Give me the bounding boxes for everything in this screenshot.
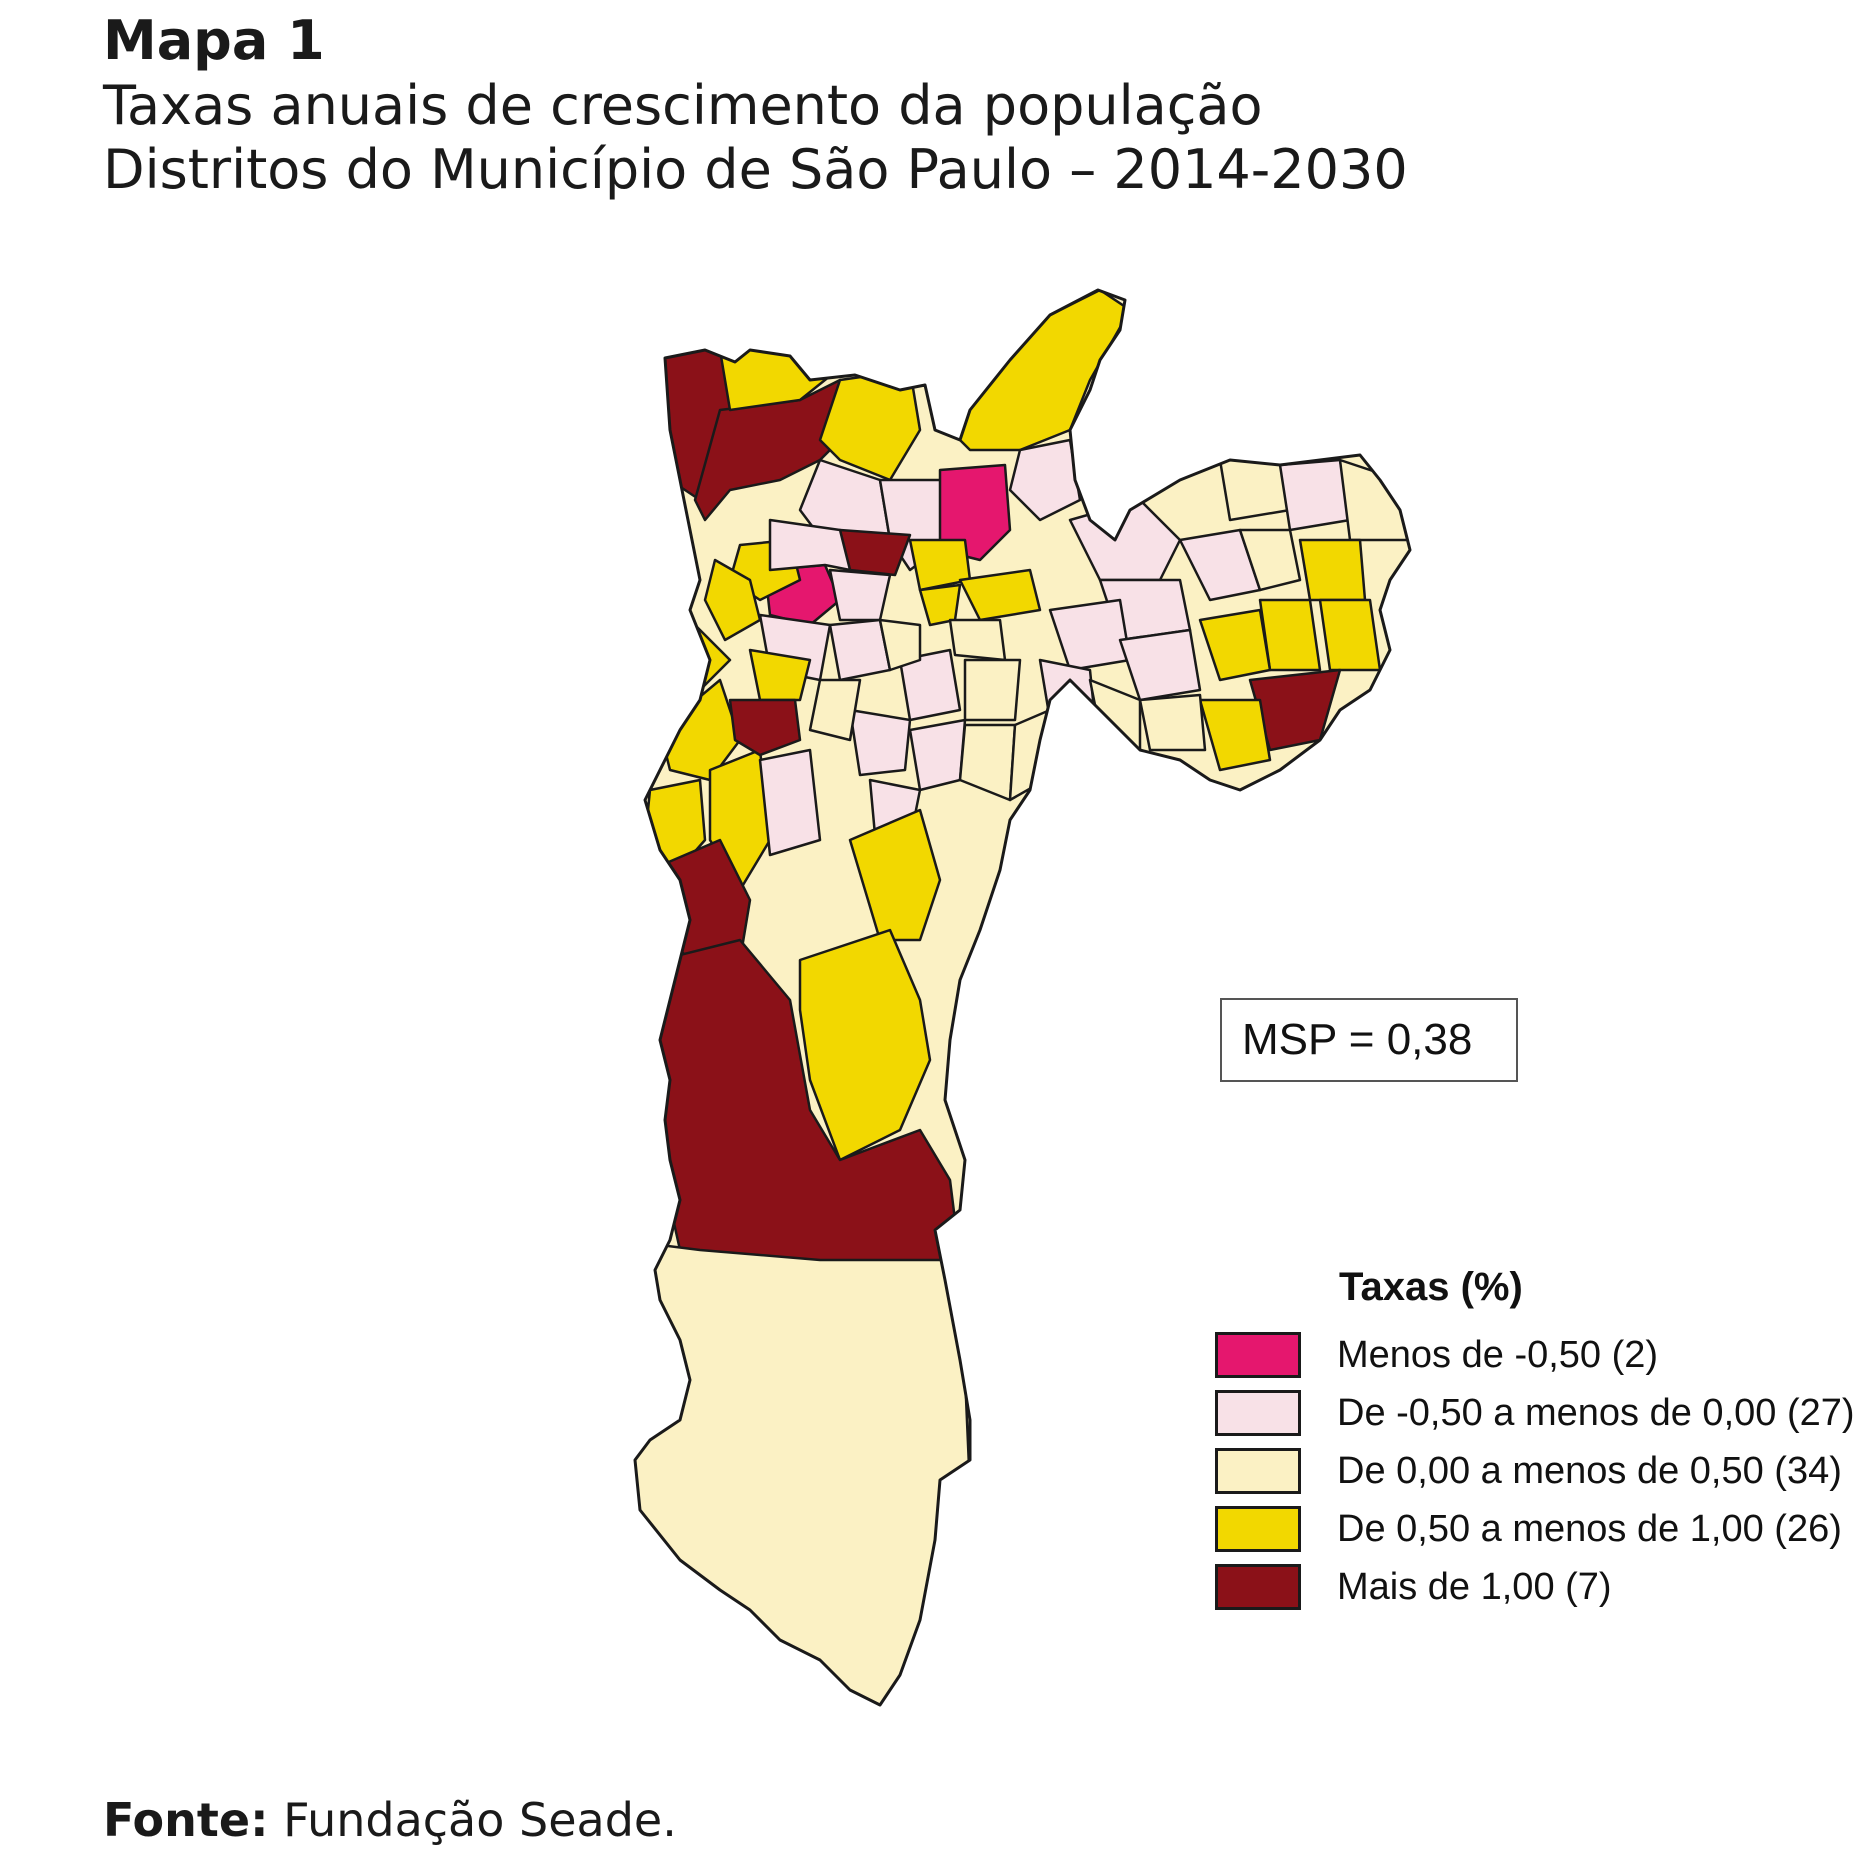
district-c-13 <box>948 618 1007 662</box>
district-c-9 <box>908 718 967 792</box>
district-s-2 <box>798 928 932 1162</box>
map-number: Mapa 1 <box>103 9 325 72</box>
district-s-1 <box>848 808 942 942</box>
source-text: Fundação Seade. <box>283 1793 677 1847</box>
district-c-10 <box>848 708 912 777</box>
legend-label-4: De 0,50 a menos de 1,00 (26) <box>1337 1507 1842 1550</box>
district-n-3 <box>948 290 1132 452</box>
legend-swatch-4 <box>1215 1506 1301 1552</box>
district-c-5 <box>828 568 892 622</box>
legend-item: Menos de -0,50 (2) <box>1215 1326 1855 1384</box>
district-c-14 <box>963 658 1022 722</box>
district-c-12 <box>878 618 922 672</box>
legend-label-3: De 0,00 a menos de 0,50 (34) <box>1337 1449 1842 1492</box>
district-e-12 <box>1318 598 1382 672</box>
source-note: Fonte: Fundação Seade. <box>103 1790 677 1850</box>
city-outline <box>633 288 1412 1707</box>
legend-label-1: Menos de -0,50 (2) <box>1337 1333 1659 1376</box>
district-c-8 <box>898 648 962 722</box>
legend-swatch-1 <box>1215 1332 1301 1378</box>
legend-label-5: Mais de 1,00 (7) <box>1337 1565 1612 1608</box>
district-nw-2 <box>693 378 862 522</box>
district-e-14 <box>1198 608 1272 682</box>
legend-label-2: De -0,50 a menos de 0,00 (27) <box>1337 1391 1855 1434</box>
legend-item: De -0,50 a menos de 0,00 (27) <box>1215 1384 1855 1442</box>
district-c-4 <box>768 518 852 572</box>
legend-item: Mais de 1,00 (7) <box>1215 1558 1855 1616</box>
legend-item: De 0,50 a menos de 1,00 (26) <box>1215 1500 1855 1558</box>
district-w-4 <box>748 648 812 702</box>
district-e-4 <box>1118 628 1202 702</box>
district-w-pink <box>758 748 822 857</box>
msp-average-box: MSP = 0,38 <box>1220 998 1518 1082</box>
district-magenta-1 <box>938 463 1012 562</box>
district-w-5 <box>658 678 742 782</box>
district-e-8 <box>1278 458 1352 532</box>
district-e-10 <box>1238 528 1302 592</box>
source-label: Fonte: <box>103 1793 269 1847</box>
district-w-2 <box>703 558 762 642</box>
district-n-6 <box>1008 438 1082 522</box>
district-e-11 <box>1298 538 1367 602</box>
legend-swatch-5 <box>1215 1564 1301 1610</box>
map-subtitle-line-2: Distritos do Município de São Paulo – 20… <box>103 138 1408 201</box>
legend-swatch-3 <box>1215 1448 1301 1494</box>
legend-title: Taxas (%) <box>1339 1265 1523 1309</box>
district-w-maroon <box>728 698 802 757</box>
district-e-16 <box>1138 693 1207 752</box>
map-subtitle-line-1: Taxas anuais de crescimento da população <box>103 74 1263 137</box>
district-c-15 <box>808 678 862 742</box>
district-e-15 <box>1198 698 1272 772</box>
district-far-south <box>635 1238 982 1705</box>
legend: Taxas (%) Menos de -0,50 (2) De -0,50 a … <box>1215 1262 1855 1616</box>
map-heading: Mapa 1 Taxas anuais de crescimento da po… <box>103 8 1408 202</box>
legend-swatch-2 <box>1215 1390 1301 1436</box>
district-map-svg <box>633 288 1412 1707</box>
district-c-2 <box>958 568 1042 622</box>
legend-item: De 0,00 a menos de 0,50 (34) <box>1215 1442 1855 1500</box>
district-map <box>620 280 1560 1720</box>
